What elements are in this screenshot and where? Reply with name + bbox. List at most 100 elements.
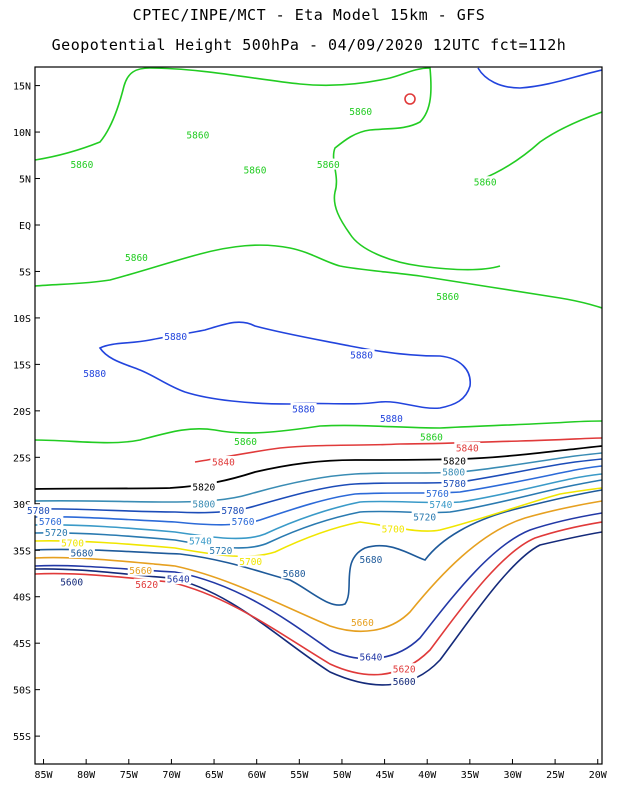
contour-label-bg xyxy=(411,510,438,522)
lon-label: 30W xyxy=(503,770,522,781)
contour-label-bg xyxy=(230,515,257,527)
contour-label: 5780 xyxy=(221,506,244,517)
axis-labels: 15N10N5NEQ5S10S15S20S25S30S35S40S45S50S5… xyxy=(13,82,608,781)
lon-label: 25W xyxy=(546,770,565,781)
contour-label-bg xyxy=(472,176,499,188)
contour-label: 5620 xyxy=(135,580,158,591)
contour-5640 xyxy=(35,512,602,660)
lat-label: 35S xyxy=(13,546,31,557)
contour-label-bg xyxy=(281,567,308,579)
contour-label: 5860 xyxy=(420,432,443,443)
lat-label: 45S xyxy=(13,639,31,650)
contour-label: 5760 xyxy=(426,489,449,500)
contour-5840 xyxy=(194,437,602,463)
contour-label-bg xyxy=(59,536,86,548)
contour-label-bg xyxy=(357,553,384,565)
lat-label: 10N xyxy=(13,128,31,139)
contour-labels: 5860 5860 5860 5860 5860 5860 5860 5860 5880 5880… xyxy=(25,105,499,688)
lat-label: 55S xyxy=(13,732,31,743)
map-title-line-1: CPTEC/INPE/MCT - Eta Model 15km - GFS xyxy=(132,6,486,24)
contour-5700 xyxy=(35,487,602,558)
contour-label-bg xyxy=(454,442,481,454)
contour-label: 5880 xyxy=(380,414,403,425)
contour-label: 5860 xyxy=(317,160,340,171)
lon-label: 80W xyxy=(77,770,96,781)
contour-5820 xyxy=(35,445,602,490)
contour-label-bg xyxy=(25,504,52,516)
lat-label: 20S xyxy=(13,407,31,418)
contour-label: 5740 xyxy=(429,500,452,511)
lat-label: 25S xyxy=(13,453,31,464)
lon-label: 45W xyxy=(376,770,395,781)
contour-5760 xyxy=(35,465,602,526)
contour-label: 5720 xyxy=(413,512,436,523)
contour-label: 5700 xyxy=(61,538,84,549)
contour-5860-north xyxy=(35,67,501,271)
map-title-line-2: Geopotential Height 500hPa - 04/09/2020 … xyxy=(51,36,567,54)
contour-label: 5820 xyxy=(192,483,215,494)
contour-label: 5740 xyxy=(189,536,212,547)
lon-label: 40W xyxy=(418,770,437,781)
contour-label: 5860 xyxy=(474,178,497,189)
lat-label: 15N xyxy=(13,82,31,93)
contour-5780 xyxy=(35,458,602,514)
contour-label: 5840 xyxy=(456,444,479,455)
contour-5860-south xyxy=(35,420,602,444)
contour-label: 5600 xyxy=(393,677,416,688)
lon-label: 20W xyxy=(589,770,608,781)
lat-label: 40S xyxy=(13,593,31,604)
contour-label: 5780 xyxy=(443,479,466,490)
contour-label: 5720 xyxy=(209,546,232,557)
contour-label-bg xyxy=(418,430,445,442)
lat-label: 15S xyxy=(13,360,31,371)
contour-label: 5700 xyxy=(382,524,405,535)
contour-label-bg xyxy=(219,504,246,516)
contour-label-bg xyxy=(290,402,317,414)
contour-label-bg xyxy=(127,564,154,576)
lat-label: 30S xyxy=(13,500,31,511)
contour-label-bg xyxy=(237,555,264,567)
contour-label: 5880 xyxy=(164,332,187,343)
map-frame xyxy=(34,66,603,765)
contour-label-bg xyxy=(81,367,108,379)
contour-label: 5860 xyxy=(349,107,372,118)
contour-label-bg xyxy=(434,290,461,302)
contour-label-bg xyxy=(427,498,454,510)
lon-label: 60W xyxy=(248,770,267,781)
contour-label-bg xyxy=(123,251,150,263)
contour-label: 5760 xyxy=(232,517,255,528)
contour-label-bg xyxy=(357,651,384,663)
contour-label: 5880 xyxy=(292,404,315,415)
lat-label: EQ xyxy=(19,221,31,232)
contour-label: 5800 xyxy=(442,468,465,479)
contour-label-bg xyxy=(232,435,259,447)
contour-label-bg xyxy=(378,412,405,424)
contour-label: 5860 xyxy=(244,166,267,177)
contour-label-bg xyxy=(210,455,237,467)
contour-5800 xyxy=(35,452,602,503)
contour-5880-ne xyxy=(477,67,602,89)
contour-5680 xyxy=(35,489,602,606)
contour-label: 5840 xyxy=(212,457,235,468)
contour-5880-region xyxy=(98,321,471,410)
contour-label: 5600 xyxy=(60,577,83,588)
contour-label-bg xyxy=(43,526,70,538)
contour-label: 5860 xyxy=(234,437,257,448)
contour-label-bg xyxy=(348,349,375,361)
contour-5660 xyxy=(35,500,602,632)
lat-label: 5N xyxy=(19,175,31,186)
contour-label: 5640 xyxy=(167,575,190,586)
contour-label: 5620 xyxy=(393,665,416,676)
contour-label-bg xyxy=(315,158,342,170)
contour-label: 5640 xyxy=(359,653,382,664)
lon-label: 70W xyxy=(162,770,181,781)
contour-label: 5780 xyxy=(27,506,50,517)
contour-5600 xyxy=(35,531,602,686)
contour-label: 5720 xyxy=(45,528,68,539)
contour-label: 5680 xyxy=(359,555,382,566)
contour-5740 xyxy=(35,473,602,540)
contour-label-bg xyxy=(190,497,217,509)
contour-label: 5660 xyxy=(129,566,152,577)
contour-label-bg xyxy=(184,128,211,140)
